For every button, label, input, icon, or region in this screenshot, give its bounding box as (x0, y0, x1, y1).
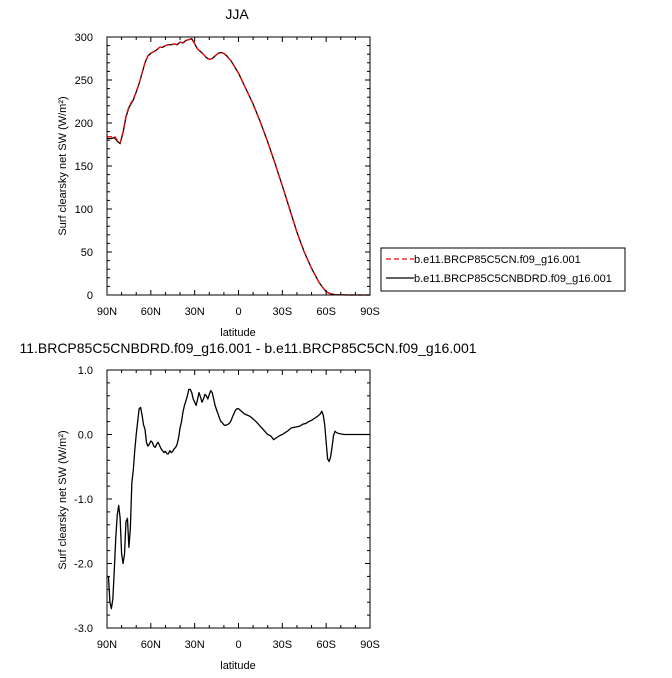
top-y-tick-label: 100 (75, 204, 93, 216)
bottom-y-axis-label: Surf clearsky net SW (W/m²) (57, 430, 69, 569)
bottom-x-tick-label: 0 (235, 639, 241, 651)
top-series-line-2 (107, 38, 370, 296)
bottom-chart-title: 11.BRCP85C5CNBDRD.f09_g16.001 - b.e11.BR… (19, 340, 476, 356)
top-x-tick-label: 30S (273, 306, 293, 318)
bottom-x-tick-label: 90N (97, 639, 117, 651)
top-x-tick-label: 60S (316, 306, 336, 318)
top-y-tick-label: 200 (75, 118, 93, 130)
legend-box (380, 247, 626, 292)
bottom-x-axis-label: latitude (220, 660, 255, 672)
bottom-plot-frame (106, 369, 371, 629)
bottom-x-tick-label: 60S (316, 639, 336, 651)
bottom-y-tick-label: -2.0 (74, 559, 93, 571)
top-chart: JJA 90N 60N 30N 0 30S 60S 90S 0 50 100 150 200 250 30… (57, 6, 380, 339)
top-x-tick-label: 30N (185, 306, 205, 318)
top-y-tick-label: 250 (75, 75, 93, 87)
top-plot-frame (106, 36, 371, 296)
bottom-x-tick-label: 90S (360, 639, 380, 651)
top-y-axis-label: Surf clearsky net SW (W/m²) (57, 96, 69, 235)
top-y-tick-label: 300 (75, 32, 93, 44)
legend-entry-2: b.e11.BRCP85C5CNBDRD.f09_g16.001 (414, 273, 612, 285)
bottom-chart: 11.BRCP85C5CNBDRD.f09_g16.001 - b.e11.BR… (19, 340, 476, 672)
bottom-x-tick-label: 30N (185, 639, 205, 651)
top-x-tick-label: 90N (97, 306, 117, 318)
bottom-series-line-1 (107, 388, 370, 610)
top-y-tick-label: 0 (87, 290, 93, 302)
top-tick-layer: 90N 60N 30N 0 30S 60S 90S 0 50 100 150 200 250 300 (75, 32, 380, 318)
bottom-tick-layer: 90N 60N 30N 0 30S 60S 90S -3.0 -2.0 -1.0 0.0 1.0 (74, 365, 380, 651)
legend-entry-1: b.e11.BRCP85C5CN.f09_g16.001 (414, 254, 581, 266)
top-series-line-1 (107, 38, 370, 296)
top-y-tick-label: 50 (81, 247, 93, 259)
top-y-tick-label: 150 (75, 161, 93, 173)
top-x-tick-label: 60N (141, 306, 161, 318)
bottom-y-tick-label: 1.0 (78, 365, 93, 377)
bottom-y-tick-label: -3.0 (74, 623, 93, 635)
bottom-y-tick-label: 0.0 (78, 430, 93, 442)
bottom-series-layer (107, 388, 370, 610)
top-x-tick-label: 90S (360, 306, 380, 318)
top-series-layer (107, 38, 370, 296)
top-x-tick-label: 0 (235, 306, 241, 318)
legend: b.e11.BRCP85C5CN.f09_g16.001 b.e11.BRCP8… (380, 247, 626, 292)
top-chart-title: JJA (225, 6, 249, 22)
bottom-x-tick-label: 30S (273, 639, 293, 651)
bottom-y-tick-label: -1.0 (74, 494, 93, 506)
bottom-x-tick-label: 60N (141, 639, 161, 651)
top-x-axis-label: latitude (220, 327, 255, 339)
